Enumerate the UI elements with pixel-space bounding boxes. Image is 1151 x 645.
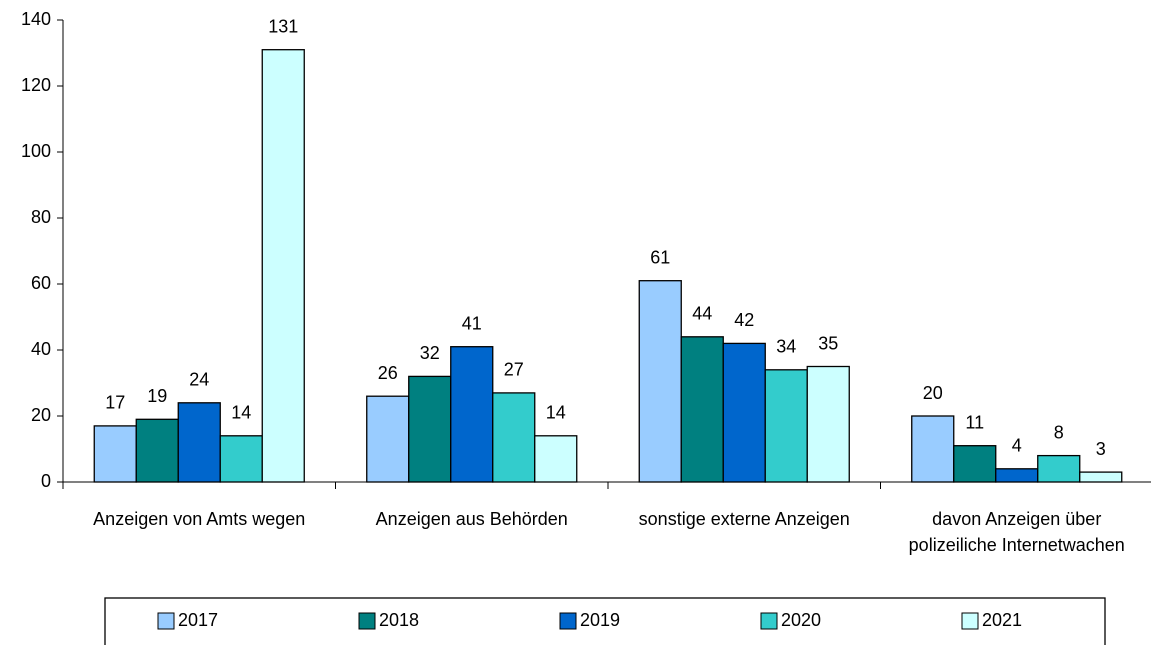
bar xyxy=(219,435,263,483)
data-label: 26 xyxy=(378,363,398,383)
legend-label: 2017 xyxy=(178,610,218,630)
legend-swatch xyxy=(559,612,577,630)
legend-label: 2018 xyxy=(379,610,419,630)
y-tick-label: 120 xyxy=(21,75,51,95)
data-label: 20 xyxy=(923,383,943,403)
bar xyxy=(93,425,137,483)
bar xyxy=(135,418,179,483)
legend-swatch xyxy=(961,612,979,630)
x-tick-label: Anzeigen von Amts wegen xyxy=(93,509,306,529)
data-label: 34 xyxy=(776,337,796,357)
data-label: 44 xyxy=(692,304,712,324)
y-tick-label: 60 xyxy=(31,273,51,293)
data-label: 14 xyxy=(231,403,251,423)
bar xyxy=(1079,471,1123,483)
x-tick-label: davon Anzeigen über polizeiliche Interne… xyxy=(908,509,1125,555)
y-tick-label: 0 xyxy=(41,471,51,491)
data-label: 3 xyxy=(1096,439,1106,459)
data-label: 35 xyxy=(818,333,838,353)
data-label: 11 xyxy=(965,412,984,432)
bar xyxy=(1037,454,1081,483)
bar xyxy=(408,375,452,483)
data-label: 19 xyxy=(147,386,167,406)
bar xyxy=(450,346,494,483)
legend-swatch xyxy=(157,612,175,630)
legend-label: 2021 xyxy=(982,610,1022,630)
data-label: 14 xyxy=(546,403,566,423)
legend-box xyxy=(104,597,1106,645)
bar xyxy=(638,280,682,483)
y-tick-label: 40 xyxy=(31,339,51,359)
y-tick-label: 80 xyxy=(31,207,51,227)
legend-label: 2020 xyxy=(781,610,821,630)
y-tick-label: 20 xyxy=(31,405,51,425)
x-tick-label: sonstige externe Anzeigen xyxy=(638,509,850,529)
data-label: 42 xyxy=(734,310,754,330)
data-label: 27 xyxy=(504,360,524,380)
bar xyxy=(995,468,1039,483)
data-label: 8 xyxy=(1054,422,1064,442)
x-tick-label: Anzeigen aus Behörden xyxy=(375,509,568,529)
bar xyxy=(764,369,808,483)
data-label: 17 xyxy=(105,393,125,413)
data-label: 24 xyxy=(189,370,209,390)
bar xyxy=(534,435,578,483)
data-label: 32 xyxy=(420,343,440,363)
legend-swatch xyxy=(358,612,376,630)
data-label: 131 xyxy=(268,16,298,36)
data-label: 4 xyxy=(1012,436,1022,456)
bar xyxy=(366,395,410,483)
bar xyxy=(492,392,536,483)
bar xyxy=(177,402,221,483)
bar xyxy=(806,365,850,483)
data-label: 61 xyxy=(650,247,670,267)
data-label: 41 xyxy=(462,313,482,333)
bar xyxy=(953,445,997,483)
bar xyxy=(261,49,305,483)
bar xyxy=(911,415,955,483)
bar xyxy=(722,342,766,483)
legend-swatch xyxy=(760,612,778,630)
y-tick-label: 140 xyxy=(21,9,51,29)
legend-label: 2019 xyxy=(580,610,620,630)
bar xyxy=(680,336,724,483)
y-tick-label: 100 xyxy=(21,141,51,161)
